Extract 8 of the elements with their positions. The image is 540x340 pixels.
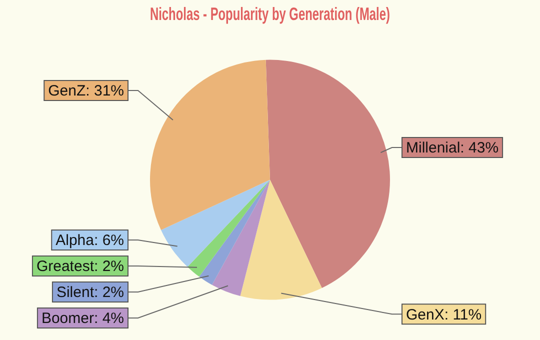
slice-label: GenZ: 31% bbox=[48, 82, 124, 100]
chart-title: Nicholas - Popularity by Generation (Male) bbox=[150, 4, 390, 24]
slice-label: Greatest: 2% bbox=[36, 258, 124, 276]
slice-label: Millenial: 43% bbox=[406, 140, 499, 157]
slice-label: Boomer: 4% bbox=[41, 310, 124, 328]
slice-label: Silent: 2% bbox=[56, 284, 124, 302]
slice-label: GenX: 11% bbox=[406, 306, 482, 324]
slice-label: Alpha: 6% bbox=[56, 232, 124, 250]
